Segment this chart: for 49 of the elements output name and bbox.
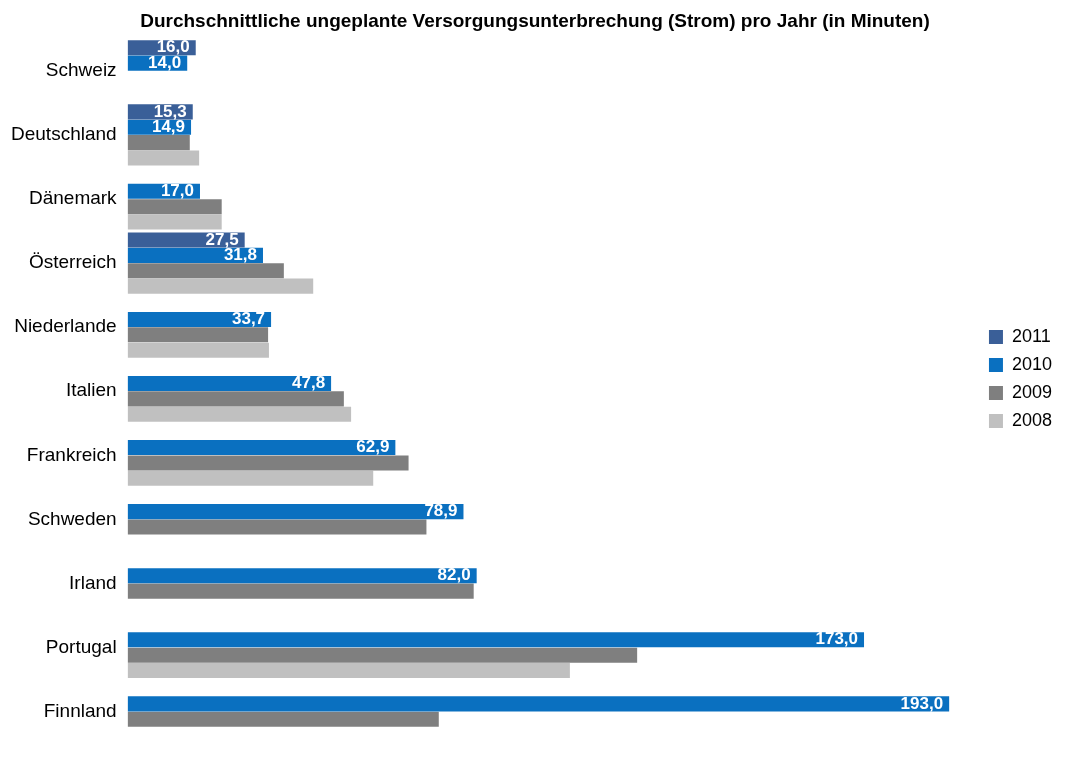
y-tick-label: Italien [65,379,117,401]
bar [127,440,396,456]
bar [127,696,950,712]
bar [127,391,344,407]
legend-label: 2010 [1011,353,1052,374]
bar [127,470,374,486]
bar [127,263,284,279]
y-tick-label: Österreich [28,251,117,273]
data-label: 82,0 [437,565,471,585]
y-tick-label: Irland [69,571,117,593]
bar [127,150,200,166]
bar [127,278,314,294]
bar [127,519,427,535]
bar [127,342,269,358]
bar [127,214,222,230]
bar [127,199,222,215]
data-label: 173,0 [815,629,859,649]
bar [127,568,477,584]
data-label: 33,7 [231,309,266,329]
data-label: 47,8 [292,373,326,393]
bar [127,455,409,471]
chart-title: Durchschnittliche ungeplante Versorgungsunterbrechung (Strom) pro Jahr (in Minuten) [140,9,930,31]
legend-label: 2009 [1011,381,1052,402]
bar [127,504,464,520]
data-label: 27,5 [205,229,239,249]
bar [127,327,269,343]
data-label: 62,9 [356,437,390,457]
bar [127,711,439,727]
bar [127,135,190,151]
bar [127,406,352,422]
y-tick-label: Frankreich [26,443,117,465]
data-label: 193,0 [900,693,944,713]
data-label: 17,0 [160,180,194,200]
y-tick-label: Niederlande [14,315,117,337]
y-tick-label: Dänemark [28,187,118,209]
data-label: 78,9 [424,501,458,521]
y-tick-label: Schweiz [45,59,117,81]
bar [127,375,332,392]
y-tick-label: Schweden [27,507,117,529]
y-tick-label: Finnland [43,699,117,721]
legend-label: 2008 [1011,409,1052,430]
bar [127,632,865,648]
y-tick-label: Deutschland [11,123,117,145]
legend-label: 2011 [1011,325,1051,346]
y-tick-label: Portugal [45,635,117,657]
bar [127,232,245,248]
bar [127,647,638,663]
bar [127,663,570,679]
bar [127,583,474,599]
